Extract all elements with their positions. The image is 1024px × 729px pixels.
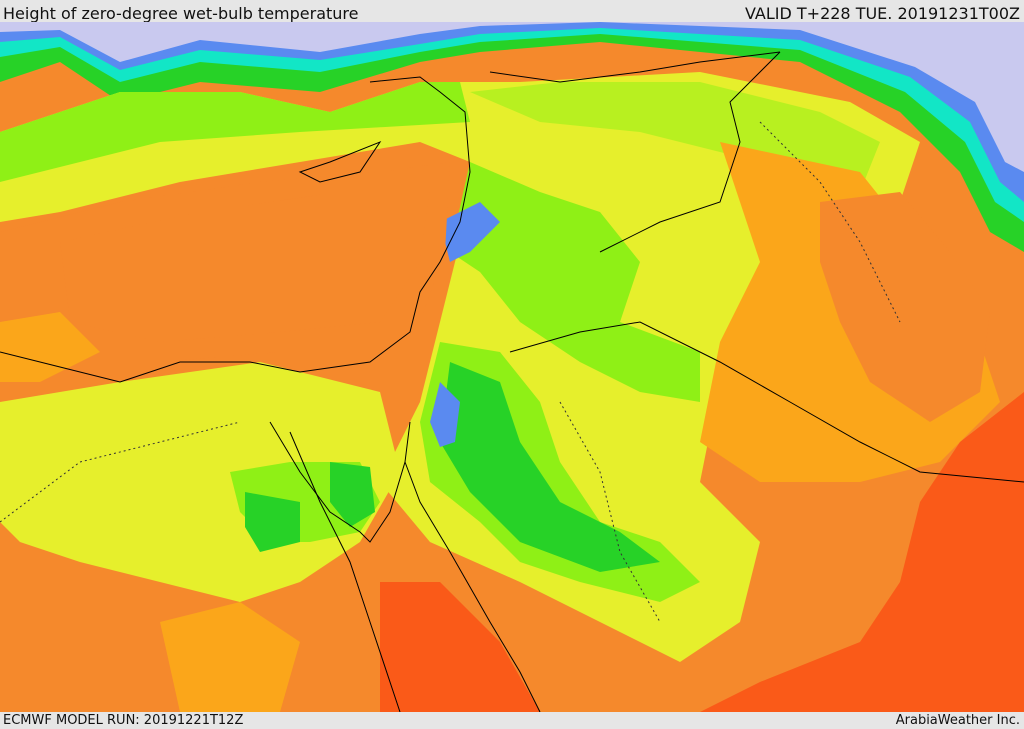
green-core xyxy=(440,362,660,572)
blue-core xyxy=(430,382,460,447)
lavender-band xyxy=(0,22,1024,172)
weather-map xyxy=(0,22,1024,712)
province-lines xyxy=(0,121,901,623)
header-bar: Height of zero-degree wet-bulb temperatu… xyxy=(0,0,1024,23)
model-run: ECMWF MODEL RUN: 20191221T12Z xyxy=(3,713,244,728)
map-title: Height of zero-degree wet-bulb temperatu… xyxy=(3,4,359,23)
red-orange-field xyxy=(380,582,540,712)
borders xyxy=(0,51,1024,712)
light-orange-field xyxy=(0,312,100,382)
red-orange-field xyxy=(700,392,1024,712)
orange-field xyxy=(60,192,430,342)
light-orange-field xyxy=(160,602,300,712)
green-field xyxy=(0,82,470,182)
green-band xyxy=(0,22,1024,252)
green-field xyxy=(450,162,700,402)
valid-time: VALID T+228 TUE. 20191231T00Z xyxy=(744,4,1020,23)
credit: ArabiaWeather Inc. xyxy=(895,713,1020,728)
orange-field xyxy=(820,192,990,422)
blue-core xyxy=(440,202,500,262)
green-core xyxy=(245,492,300,552)
footer-bar: ECMWF MODEL RUN: 20191221T12Z ArabiaWeat… xyxy=(0,712,1024,729)
green-core xyxy=(330,462,375,527)
